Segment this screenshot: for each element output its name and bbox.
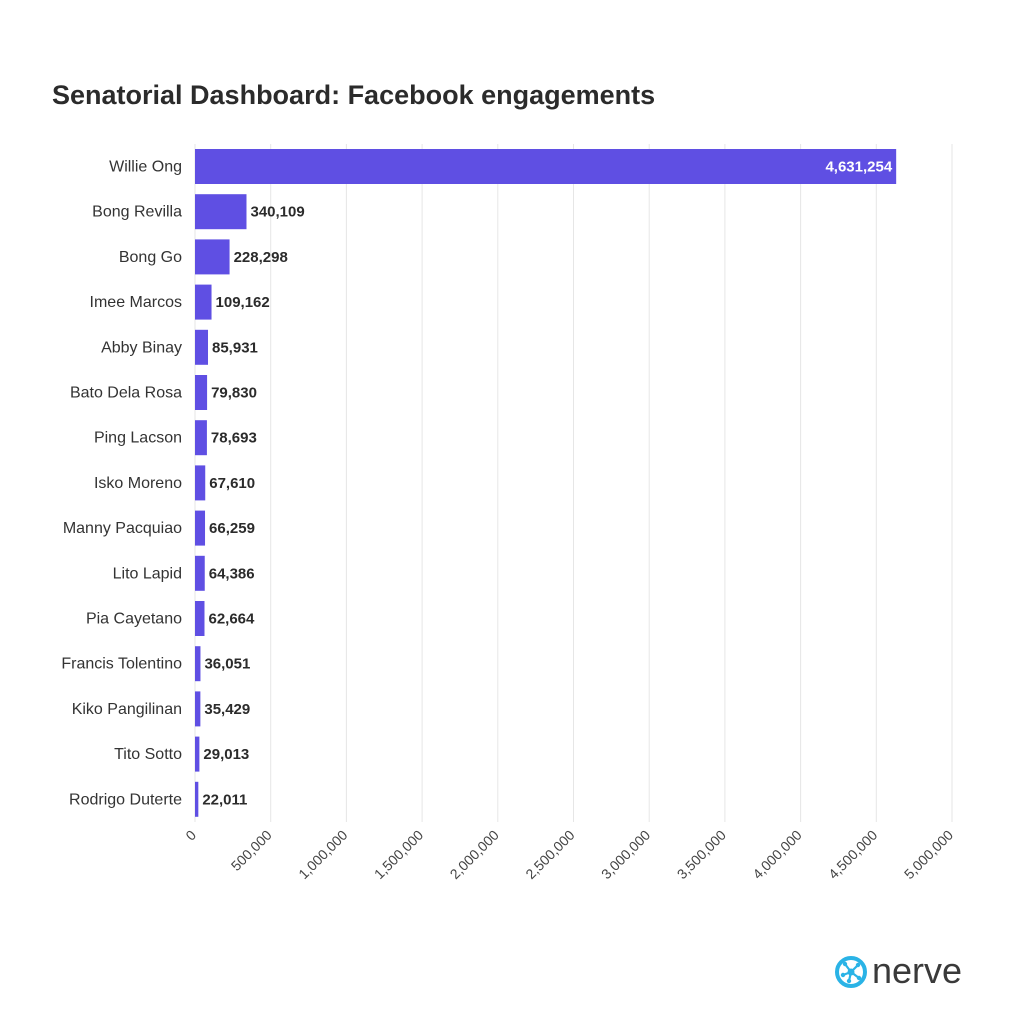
x-tick-label: 500,000 — [228, 827, 275, 874]
bar — [195, 329, 209, 365]
bar — [195, 601, 205, 636]
x-tick-label: 1,500,000 — [371, 827, 427, 883]
bar — [195, 691, 201, 727]
bar — [195, 781, 199, 817]
category-label: Bato Dela Rosa — [70, 385, 182, 402]
value-label: 79,830 — [211, 385, 257, 402]
chart-title: Senatorial Dashboard: Facebook engagemen… — [52, 80, 656, 110]
bar — [195, 420, 207, 456]
category-label: Bong Revilla — [92, 204, 182, 221]
category-label: Ping Lacson — [94, 430, 182, 447]
value-label: 35,429 — [204, 701, 250, 718]
x-tick-label: 3,500,000 — [674, 827, 730, 883]
category-label: Isko Moreno — [94, 475, 182, 492]
value-label: 36,051 — [204, 656, 250, 673]
x-tick-label: 2,500,000 — [522, 827, 578, 883]
value-label: 62,664 — [208, 611, 255, 628]
value-label: 22,011 — [202, 791, 247, 808]
category-label: Kiko Pangilinan — [72, 701, 182, 718]
category-label: Abby Binay — [101, 339, 182, 356]
bar — [195, 465, 206, 501]
nerve-logo-icon — [835, 956, 867, 988]
value-label: 4,631,254 — [825, 159, 892, 176]
x-tick-label: 5,000,000 — [901, 827, 957, 883]
value-label: 340,109 — [250, 204, 304, 221]
category-label: Tito Sotto — [114, 746, 182, 763]
category-label: Rodrigo Duterte — [69, 791, 182, 808]
value-label: 64,386 — [209, 565, 255, 582]
x-tick-label: 1,000,000 — [295, 827, 351, 883]
category-label: Willie Ong — [109, 159, 182, 176]
value-label: 66,259 — [209, 520, 255, 537]
bar — [195, 736, 200, 772]
x-tick-label: 0 — [182, 827, 199, 844]
x-tick-label: 4,000,000 — [749, 827, 805, 883]
category-label: Francis Tolentino — [61, 656, 182, 673]
category-label: Imee Marcos — [90, 294, 182, 311]
category-label: Bong Go — [119, 249, 182, 266]
category-label: Lito Lapid — [113, 565, 182, 582]
bar — [195, 239, 230, 275]
bar — [195, 646, 201, 682]
bar — [195, 194, 247, 230]
category-label: Pia Cayetano — [86, 611, 182, 628]
bar — [195, 555, 205, 591]
value-label: 29,013 — [203, 746, 249, 763]
grid-lines — [194, 144, 953, 822]
category-label: Manny Pacquiao — [63, 520, 182, 537]
bar — [195, 284, 212, 320]
bar — [195, 375, 208, 410]
x-tick-label: 2,000,000 — [447, 827, 503, 883]
bar — [195, 149, 897, 184]
nerve-logo: nerve — [835, 950, 962, 991]
value-label: 78,693 — [211, 430, 257, 447]
value-label: 67,610 — [209, 475, 255, 492]
value-label: 109,162 — [216, 294, 270, 311]
x-tick-label: 3,000,000 — [598, 827, 654, 883]
value-label: 85,931 — [212, 339, 258, 356]
bar — [195, 510, 206, 546]
category-labels: Willie Ong Bong Revilla Bong Go Imee Marcos… — [61, 159, 182, 809]
value-label: 228,298 — [234, 249, 288, 266]
brand-name: nerve — [872, 950, 962, 991]
x-axis-ticks: 0 500,000 1,000,000 1,500,000 2,000,000 2,500… — [182, 827, 956, 883]
x-tick-label: 4,500,000 — [825, 827, 881, 883]
bars: 4,631,254 340,109 228,298 109,162 85,931 79,8… — [195, 149, 897, 817]
